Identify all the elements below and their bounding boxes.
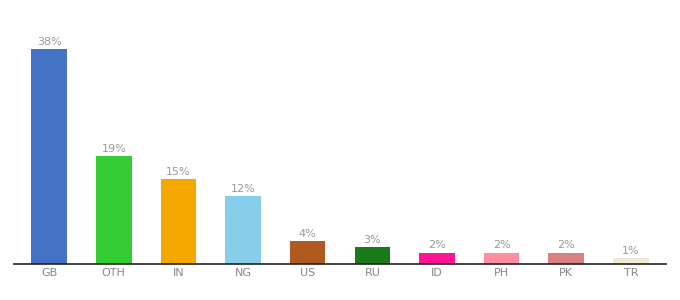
Bar <box>483 253 520 264</box>
Text: 12%: 12% <box>231 184 256 194</box>
Bar <box>290 242 326 264</box>
Text: 2%: 2% <box>493 240 511 250</box>
Text: 15%: 15% <box>166 167 190 177</box>
Bar <box>160 179 197 264</box>
Bar <box>549 253 584 264</box>
Text: 4%: 4% <box>299 229 317 239</box>
Bar <box>354 247 390 264</box>
Bar <box>31 49 67 264</box>
Text: 19%: 19% <box>101 144 126 154</box>
Text: 2%: 2% <box>428 240 446 250</box>
Bar <box>419 253 455 264</box>
Text: 3%: 3% <box>364 235 381 245</box>
Text: 38%: 38% <box>37 37 61 47</box>
Text: 1%: 1% <box>622 246 640 256</box>
Bar <box>225 196 261 264</box>
Text: 2%: 2% <box>558 240 575 250</box>
Bar <box>613 258 649 264</box>
Bar <box>96 157 131 264</box>
